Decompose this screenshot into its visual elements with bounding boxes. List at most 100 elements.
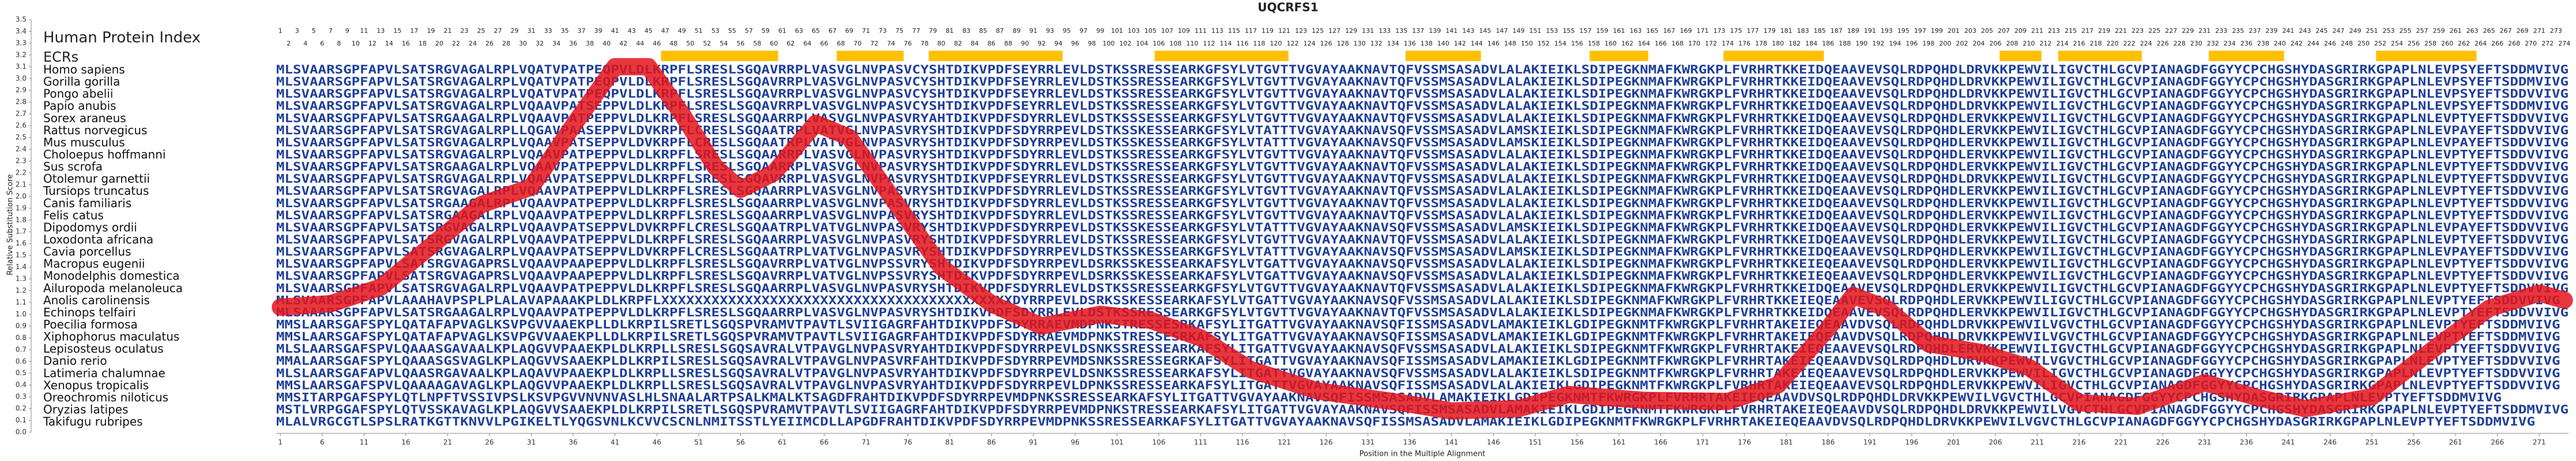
y-tick-label: 2.3: [16, 157, 27, 165]
index-number: 165: [1647, 27, 1659, 35]
index-number: 145: [1479, 27, 1491, 35]
index-number: 223: [2131, 27, 2144, 35]
species-name: Felis catus: [43, 208, 104, 222]
index-number: 152: [1538, 40, 1550, 47]
index-number: 255: [2400, 27, 2412, 35]
index-number: 199: [1931, 27, 1943, 35]
index-number: 159: [1596, 27, 1608, 35]
index-number: 220: [2107, 40, 2119, 47]
sequence: MLSVAARSGPFAPVLSATSRGVAGAPRSLVQAAVPAAPEP…: [276, 257, 2569, 271]
index-number: 107: [1161, 27, 1173, 35]
index-number: 64: [803, 40, 811, 47]
index-number: 108: [1169, 40, 1181, 47]
index-number: 244: [2307, 40, 2319, 47]
species-name: Cavia porcellus: [43, 245, 131, 259]
index-number: 263: [2466, 27, 2479, 35]
ecr-bar: [1999, 51, 2042, 61]
y-axis-label: Relative Substitution Score: [6, 174, 15, 275]
index-number: 31: [528, 27, 536, 35]
index-number: 177: [1747, 27, 1759, 35]
x-tick-label: 191: [1863, 439, 1877, 447]
species-name: Tursiops truncatus: [43, 184, 149, 198]
index-number: 98: [1088, 40, 1096, 47]
index-number: 154: [1554, 40, 1566, 47]
index-number: 1: [278, 27, 283, 35]
y-tick-label: 2.8: [16, 98, 27, 106]
index-number: 205: [1981, 27, 1993, 35]
species-name: Rattus norvegicus: [43, 123, 147, 137]
index-number: 182: [1788, 40, 1801, 47]
x-tick-label: 256: [2407, 439, 2420, 447]
index-number: 122: [1287, 40, 1299, 47]
x-tick-label: 211: [2031, 439, 2044, 447]
index-number: 137: [1412, 27, 1424, 35]
x-tick-label: 101: [1110, 439, 1124, 447]
index-number: 103: [1128, 27, 1140, 35]
x-tick-label: 126: [1320, 439, 1333, 447]
x-tick-label: 176: [1738, 439, 1751, 447]
species-name: Echinops telfairi: [43, 305, 136, 319]
x-tick-label: 111: [1194, 439, 1207, 447]
index-number: 164: [1638, 40, 1650, 47]
index-number: 260: [2441, 40, 2453, 47]
x-tick-label: 171: [1696, 439, 1709, 447]
y-tick-label: 1.0: [16, 310, 27, 318]
index-number: 213: [2048, 27, 2060, 35]
species-name: Xiphophorus maculatus: [43, 330, 179, 343]
y-tick-label: 2.2: [16, 168, 27, 176]
index-number: 38: [586, 40, 594, 47]
x-tick-label: 156: [1571, 439, 1584, 447]
y-tick-label: 0.1: [16, 416, 27, 424]
index-number: 65: [812, 27, 820, 35]
index-number: 12: [368, 40, 376, 47]
index-number: 138: [1421, 40, 1433, 47]
index-number: 239: [2265, 27, 2277, 35]
index-number: 147: [1496, 27, 1508, 35]
index-number: 24: [469, 40, 477, 47]
sequence: MLSVAARSGPFAPVLAAAHAVPSPLPLALAVAPAAAKPLD…: [276, 293, 2560, 307]
index-number: 113: [1211, 27, 1223, 35]
sequence: MLSVAARSGPFAPVLSATSRGVAGAPRSLVQAAVPAAPEP…: [276, 269, 2569, 283]
species-name: Oryzias latipes: [43, 402, 129, 416]
index-number: 225: [2148, 27, 2160, 35]
x-tick-label: 6: [320, 439, 325, 447]
index-number: 201: [1948, 27, 1960, 35]
index-number: 173: [1713, 27, 1726, 35]
y-tick-label: 0.7: [16, 345, 27, 353]
index-number: 89: [1012, 27, 1020, 35]
index-number: 247: [2332, 27, 2344, 35]
species-name: Lepisosteus oculatus: [43, 342, 164, 356]
index-number: 248: [2341, 40, 2353, 47]
index-number: 207: [1998, 27, 2010, 35]
index-number: 146: [1487, 40, 1500, 47]
x-tick-label: 196: [1905, 439, 1918, 447]
index-number: 20: [435, 40, 443, 47]
index-number: 270: [2525, 40, 2537, 47]
index-number: 214: [2057, 40, 2069, 47]
y-tick-label: 1.2: [16, 286, 27, 294]
index-number: 58: [753, 40, 761, 47]
index-number: 249: [2349, 27, 2361, 35]
index-number: 206: [1990, 40, 2002, 47]
index-number: 119: [1261, 27, 1274, 35]
y-tick-label: 1.3: [16, 275, 27, 283]
ecr-bar: [1723, 51, 1824, 61]
y-tick-label: 0.9: [16, 322, 27, 330]
x-tick-label: 236: [2240, 439, 2253, 447]
index-number: 45: [645, 27, 653, 35]
x-tick-label: 96: [1071, 439, 1079, 447]
index-number: 233: [2215, 27, 2227, 35]
x-tick-label: 226: [2156, 439, 2170, 447]
y-tick-label: 3.1: [16, 62, 27, 70]
index-number: 232: [2207, 40, 2219, 47]
index-number: 88: [1004, 40, 1012, 47]
y-tick-label: 0.0: [16, 428, 27, 436]
index-number: 133: [1379, 27, 1391, 35]
index-number: 160: [1605, 40, 1617, 47]
index-number: 217: [2081, 27, 2093, 35]
index-number: 129: [1345, 27, 1357, 35]
species-name: Oreochromis niloticus: [43, 390, 168, 404]
index-number: 226: [2157, 40, 2169, 47]
index-number: 26: [485, 40, 494, 47]
